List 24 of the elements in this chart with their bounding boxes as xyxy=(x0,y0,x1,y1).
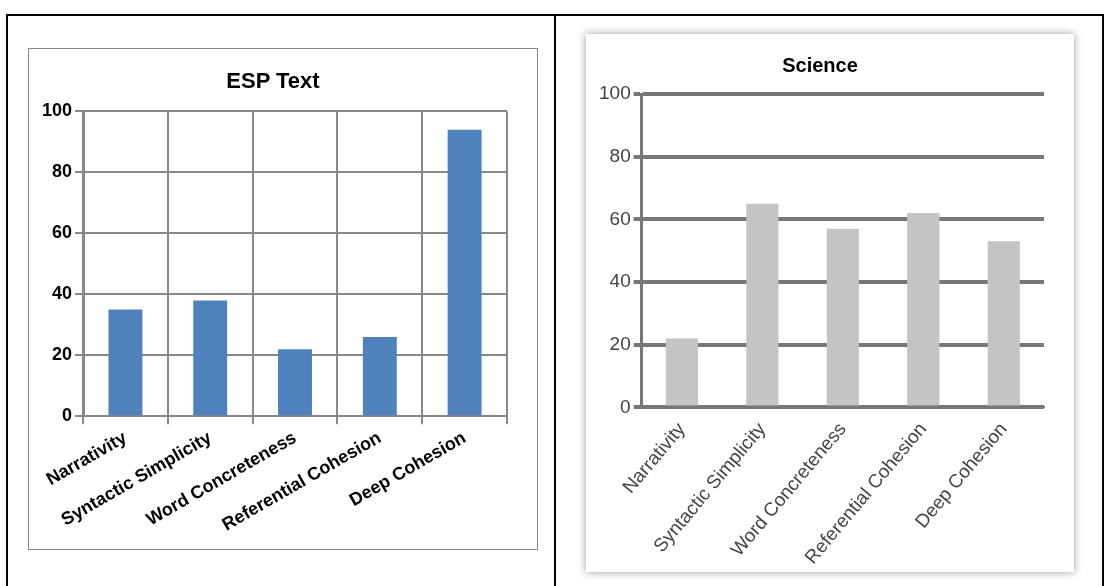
bar xyxy=(987,241,1020,406)
y-tick-label: 40 xyxy=(52,283,73,304)
chart-title: ESP Text xyxy=(226,68,321,94)
bar xyxy=(907,213,940,406)
chart-title: Science xyxy=(782,53,858,76)
y-tick-label: 100 xyxy=(41,100,73,121)
y-tick-label: 20 xyxy=(609,332,631,354)
bar xyxy=(108,309,143,416)
y-tick-label: 0 xyxy=(620,395,631,417)
bar xyxy=(362,337,397,416)
bar xyxy=(746,203,779,406)
y-tick-label: 80 xyxy=(52,161,73,182)
y-tick-label: 80 xyxy=(609,144,631,166)
y-tick-label: 60 xyxy=(609,207,631,229)
bar xyxy=(278,349,312,416)
bar xyxy=(665,338,699,406)
y-tick-label: 100 xyxy=(599,82,631,104)
bar xyxy=(447,129,482,416)
y-tick-label: 20 xyxy=(52,344,73,365)
y-tick-label: 40 xyxy=(609,270,631,292)
bar xyxy=(193,300,228,416)
y-tick-label: 60 xyxy=(52,222,73,243)
y-tick-label: 0 xyxy=(62,405,73,426)
bar xyxy=(826,228,859,406)
